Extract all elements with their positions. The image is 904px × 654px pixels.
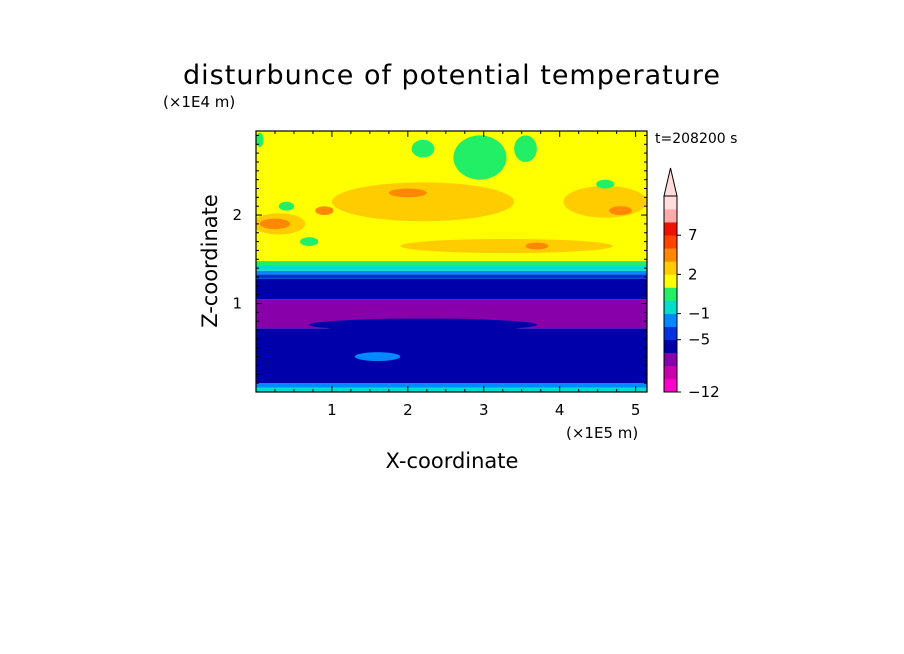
colorbar-label: −12 xyxy=(688,383,720,401)
contour-patch xyxy=(331,182,515,222)
contour-band xyxy=(256,328,647,384)
contour-patch xyxy=(309,318,537,331)
x-axis-unit: (×1E5 m) xyxy=(566,424,638,442)
colorbar-label: −5 xyxy=(688,331,710,349)
plot-frame xyxy=(255,130,648,393)
colorbar-swatch xyxy=(664,196,677,210)
contour-band xyxy=(256,387,647,392)
x-tick-label: 1 xyxy=(327,401,337,419)
y-tick-label: 2 xyxy=(232,206,242,224)
contour-patch xyxy=(388,188,427,198)
colorbar-swatch xyxy=(664,261,677,275)
contour-patch xyxy=(278,201,294,211)
colorbar-swatch xyxy=(664,326,677,341)
x-tick-label: 5 xyxy=(631,401,641,419)
colorbar-label: −1 xyxy=(688,305,710,323)
contour-patch xyxy=(400,238,613,254)
colorbar-frame xyxy=(663,195,678,393)
contour-patch xyxy=(354,352,401,362)
x-tick-label: 3 xyxy=(479,401,489,419)
y-tick-label: 1 xyxy=(232,295,242,313)
contour-patch xyxy=(256,132,264,147)
y-axis-unit: (×1E4 m) xyxy=(163,93,235,111)
colorbar-swatch xyxy=(664,352,677,367)
chart-title: disturbunce of potential temperature xyxy=(183,60,721,91)
colorbar-swatch xyxy=(664,300,677,314)
contour-band xyxy=(256,261,647,266)
y-axis-label: Z-coordinate xyxy=(198,194,222,328)
contour-band xyxy=(256,278,647,300)
contour-patch xyxy=(411,139,435,158)
colorbar-swatch xyxy=(664,287,677,301)
contour-patch xyxy=(609,206,632,216)
colorbar-extension xyxy=(663,167,678,197)
contour-patch xyxy=(259,218,291,230)
contour-band xyxy=(256,270,647,275)
colorbar-swatch xyxy=(664,222,677,236)
x-tick-label: 2 xyxy=(403,401,413,419)
colorbar-swatch xyxy=(664,339,677,354)
x-axis: 1 2 3 4 5 xyxy=(274,131,641,419)
colorbar-swatch xyxy=(664,248,677,262)
contour-patch xyxy=(563,185,647,218)
colorbar-swatch xyxy=(664,378,677,393)
x-tick-label: 4 xyxy=(555,401,565,419)
x-axis-label: X-coordinate xyxy=(386,449,519,473)
colorbar-swatch xyxy=(664,209,677,223)
contour-band xyxy=(256,265,647,271)
y-axis: 12 xyxy=(232,134,647,384)
contour-patch xyxy=(300,237,319,247)
colorbar-swatch xyxy=(664,365,677,380)
colorbar-swatch xyxy=(664,235,677,249)
colorbar: 7 2 −1 −5 −12 xyxy=(663,167,720,401)
contour-patch xyxy=(525,242,549,250)
contour-patch xyxy=(453,135,507,180)
contour-band xyxy=(256,274,647,279)
colorbar-swatch xyxy=(664,274,677,288)
colorbar-label: 7 xyxy=(688,226,698,244)
contour-patch xyxy=(514,135,537,162)
contour-field xyxy=(256,131,647,392)
colorbar-swatch xyxy=(664,313,677,327)
contour-band xyxy=(256,383,647,388)
contour-patch xyxy=(596,179,615,189)
contour-patch xyxy=(315,206,334,216)
time-label: t=208200 s xyxy=(655,131,737,147)
colorbar-label: 2 xyxy=(688,265,698,283)
